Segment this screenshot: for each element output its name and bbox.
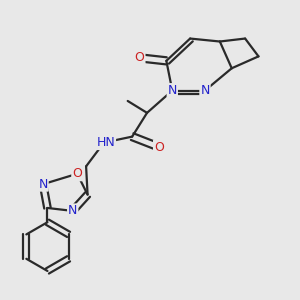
Text: HN: HN bbox=[96, 136, 115, 149]
Text: N: N bbox=[168, 84, 177, 97]
Text: O: O bbox=[154, 140, 164, 154]
Text: O: O bbox=[72, 167, 82, 180]
Text: O: O bbox=[135, 51, 145, 64]
Text: N: N bbox=[68, 204, 77, 218]
Text: N: N bbox=[38, 178, 48, 191]
Text: N: N bbox=[200, 84, 210, 97]
